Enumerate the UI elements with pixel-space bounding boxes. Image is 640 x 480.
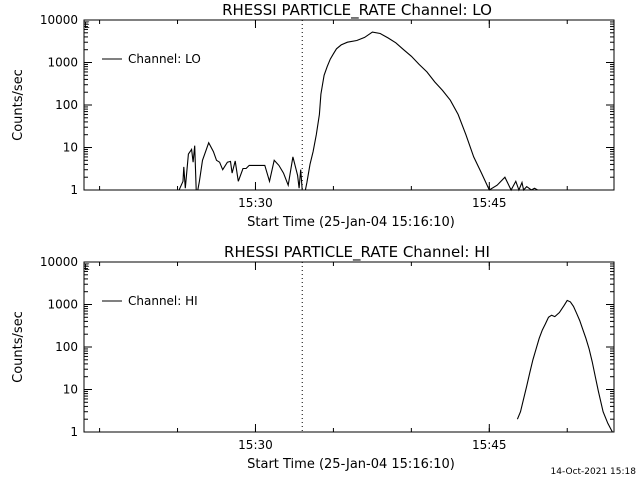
y-tick-label: 1000 xyxy=(47,298,78,312)
y-tick-label: 10000 xyxy=(40,13,78,27)
y-tick-label: 10000 xyxy=(40,255,78,269)
x-axis-label: Start Time (25-Jan-04 15:16:10) xyxy=(247,215,455,230)
legend-label: Channel: LO xyxy=(128,52,201,66)
footer-timestamp: 14-Oct-2021 15:18 xyxy=(551,467,637,477)
plot-frame xyxy=(83,19,615,191)
y-axis-label: Counts/sec xyxy=(11,69,26,141)
series-line xyxy=(516,299,613,433)
x-tick-label: 15:45 xyxy=(472,196,507,210)
y-tick-label: 1 xyxy=(70,425,78,439)
x-tick-label: 15:45 xyxy=(472,438,507,452)
chart-panel-1: RHESSI PARTICLE_RATE Channel: LO Start Ti… xyxy=(11,1,615,230)
edge-marker-label: E xyxy=(84,21,90,31)
legend-label: Channel: HI xyxy=(128,294,198,308)
x-tick-label: 15:30 xyxy=(238,438,273,452)
y-tick-label: 1 xyxy=(70,183,78,197)
y-tick-label: 10 xyxy=(63,383,78,397)
plot-frame xyxy=(83,261,615,433)
chart-title: RHESSI PARTICLE_RATE Channel: LO xyxy=(222,1,492,20)
x-tick-label: 15:30 xyxy=(238,196,273,210)
y-axis-label: Counts/sec xyxy=(11,311,26,383)
y-tick-label: 1000 xyxy=(47,56,78,70)
chart-title: RHESSI PARTICLE_RATE Channel: HI xyxy=(224,243,490,262)
x-axis-label: Start Time (25-Jan-04 15:16:10) xyxy=(247,457,455,472)
chart-panel-2: RHESSI PARTICLE_RATE Channel: HI Start Ti… xyxy=(11,243,615,472)
edge-marker-label: E xyxy=(84,263,90,273)
y-tick-label: 100 xyxy=(55,340,78,354)
y-tick-label: 100 xyxy=(55,98,78,112)
y-tick-label: 10 xyxy=(63,141,78,155)
series-line xyxy=(174,31,538,192)
